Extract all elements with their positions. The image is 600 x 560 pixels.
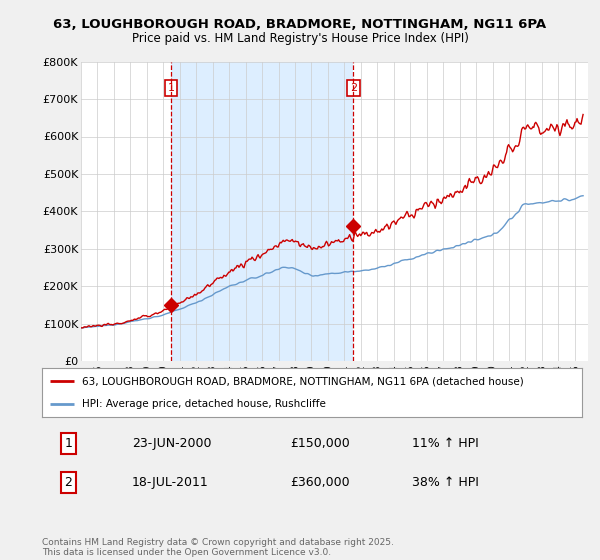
Text: £150,000: £150,000 xyxy=(290,437,350,450)
Bar xyxy=(171,62,353,361)
Text: £360,000: £360,000 xyxy=(290,476,350,489)
Text: 63, LOUGHBOROUGH ROAD, BRADMORE, NOTTINGHAM, NG11 6PA (detached house): 63, LOUGHBOROUGH ROAD, BRADMORE, NOTTING… xyxy=(83,376,524,386)
Text: 38% ↑ HPI: 38% ↑ HPI xyxy=(412,476,478,489)
Text: 18-JUL-2011: 18-JUL-2011 xyxy=(132,476,209,489)
Text: 2: 2 xyxy=(350,83,357,93)
Text: 1: 1 xyxy=(168,83,175,93)
Text: 11% ↑ HPI: 11% ↑ HPI xyxy=(412,437,478,450)
Text: Price paid vs. HM Land Registry's House Price Index (HPI): Price paid vs. HM Land Registry's House … xyxy=(131,31,469,45)
Text: 63, LOUGHBOROUGH ROAD, BRADMORE, NOTTINGHAM, NG11 6PA: 63, LOUGHBOROUGH ROAD, BRADMORE, NOTTING… xyxy=(53,17,547,31)
Text: 23-JUN-2000: 23-JUN-2000 xyxy=(132,437,211,450)
Text: HPI: Average price, detached house, Rushcliffe: HPI: Average price, detached house, Rush… xyxy=(83,399,326,409)
Text: 1: 1 xyxy=(64,437,73,450)
Text: 2: 2 xyxy=(64,476,73,489)
Text: Contains HM Land Registry data © Crown copyright and database right 2025.
This d: Contains HM Land Registry data © Crown c… xyxy=(42,538,394,557)
